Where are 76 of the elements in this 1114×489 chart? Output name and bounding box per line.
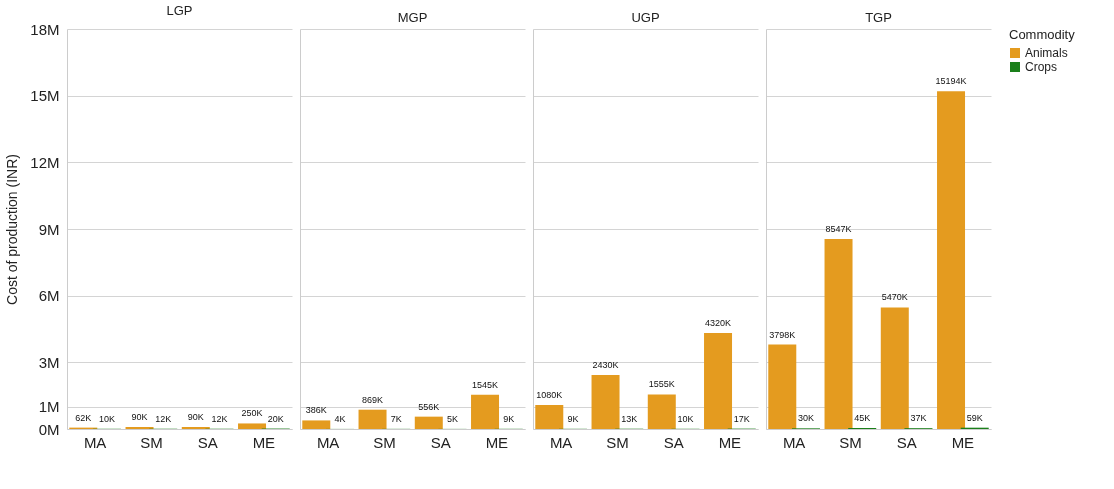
x-tick-label: SA — [430, 433, 451, 451]
data-label: 5K — [446, 413, 458, 424]
data-label: 90K — [187, 412, 204, 422]
bar — [704, 333, 733, 429]
bar — [880, 307, 909, 429]
data-label: 37K — [910, 413, 927, 424]
y-tick-label: 12M — [30, 153, 60, 171]
data-label: 30K — [797, 413, 814, 424]
x-tick-label: SM — [839, 433, 862, 451]
chart-title: TGP — [865, 10, 892, 25]
data-label: 13K — [621, 413, 638, 424]
data-label: 386K — [305, 405, 327, 416]
legend-label: Crops — [1025, 60, 1058, 74]
y-tick-label: 1M — [38, 398, 60, 416]
chart-title: LGP — [166, 3, 193, 18]
x-tick-label: MA — [83, 433, 107, 451]
data-label: 5470K — [881, 292, 908, 303]
data-label: 17K — [733, 413, 750, 424]
chart-title: UGP — [631, 10, 660, 25]
bar — [302, 420, 331, 429]
data-label: 90K — [131, 412, 148, 422]
x-tick-label: MA — [549, 433, 573, 451]
bar — [471, 394, 500, 429]
x-tick-label: MA — [316, 433, 340, 451]
bar — [414, 416, 443, 429]
data-label: 250K — [241, 408, 263, 419]
data-label: 8547K — [825, 224, 852, 235]
data-label: 10K — [677, 413, 694, 424]
x-tick-label: ME — [485, 433, 509, 451]
data-label: 9K — [567, 413, 579, 424]
bar — [535, 405, 564, 429]
data-label: 556K — [418, 401, 440, 412]
data-label: 15194K — [935, 76, 967, 87]
legend-label: Animals — [1025, 46, 1068, 60]
data-label: 4320K — [705, 318, 732, 328]
x-tick-label: ME — [252, 433, 276, 451]
data-label: 12K — [211, 413, 228, 424]
x-tick-label: SA — [896, 433, 917, 451]
data-label: 4K — [334, 413, 346, 424]
data-label: 62K — [75, 412, 92, 423]
bar — [768, 344, 797, 429]
y-tick-label: 6M — [38, 287, 60, 305]
y-tick-label: 18M — [30, 20, 60, 38]
y-tick-label: 3M — [38, 353, 60, 371]
x-tick-label: SM — [140, 433, 163, 451]
data-label: 1080K — [536, 390, 563, 400]
y-tick-label: 0M — [38, 420, 60, 438]
data-label: 2430K — [592, 360, 619, 370]
data-label: 20K — [267, 413, 284, 424]
data-label: 10K — [98, 413, 115, 424]
data-label: 45K — [854, 413, 871, 423]
data-label: 7K — [390, 413, 402, 424]
y-tick-label: 15M — [30, 87, 60, 105]
data-label: 869K — [362, 394, 384, 405]
x-tick-label: SM — [606, 433, 629, 451]
bar — [824, 239, 853, 429]
bar — [358, 409, 387, 429]
data-label: 59K — [966, 412, 983, 423]
x-tick-label: ME — [951, 433, 975, 451]
data-label: 1545K — [472, 379, 499, 390]
x-tick-label: SA — [197, 433, 218, 451]
data-label: 12K — [155, 413, 172, 424]
legend-title: Commodity — [1009, 27, 1076, 42]
y-axis-title: Cost of production (INR) — [4, 154, 21, 305]
data-label: 3798K — [769, 329, 796, 340]
data-label: 1555K — [648, 379, 675, 390]
bar — [647, 394, 676, 429]
x-tick-label: ME — [718, 433, 742, 451]
bar — [591, 375, 620, 429]
x-tick-label: MA — [782, 433, 806, 451]
x-tick-label: SM — [373, 433, 396, 451]
bar — [937, 91, 966, 429]
data-label: 9K — [503, 413, 515, 424]
y-tick-label: 9M — [38, 220, 60, 238]
x-tick-label: SA — [663, 433, 684, 451]
chart-title: MGP — [397, 10, 428, 25]
